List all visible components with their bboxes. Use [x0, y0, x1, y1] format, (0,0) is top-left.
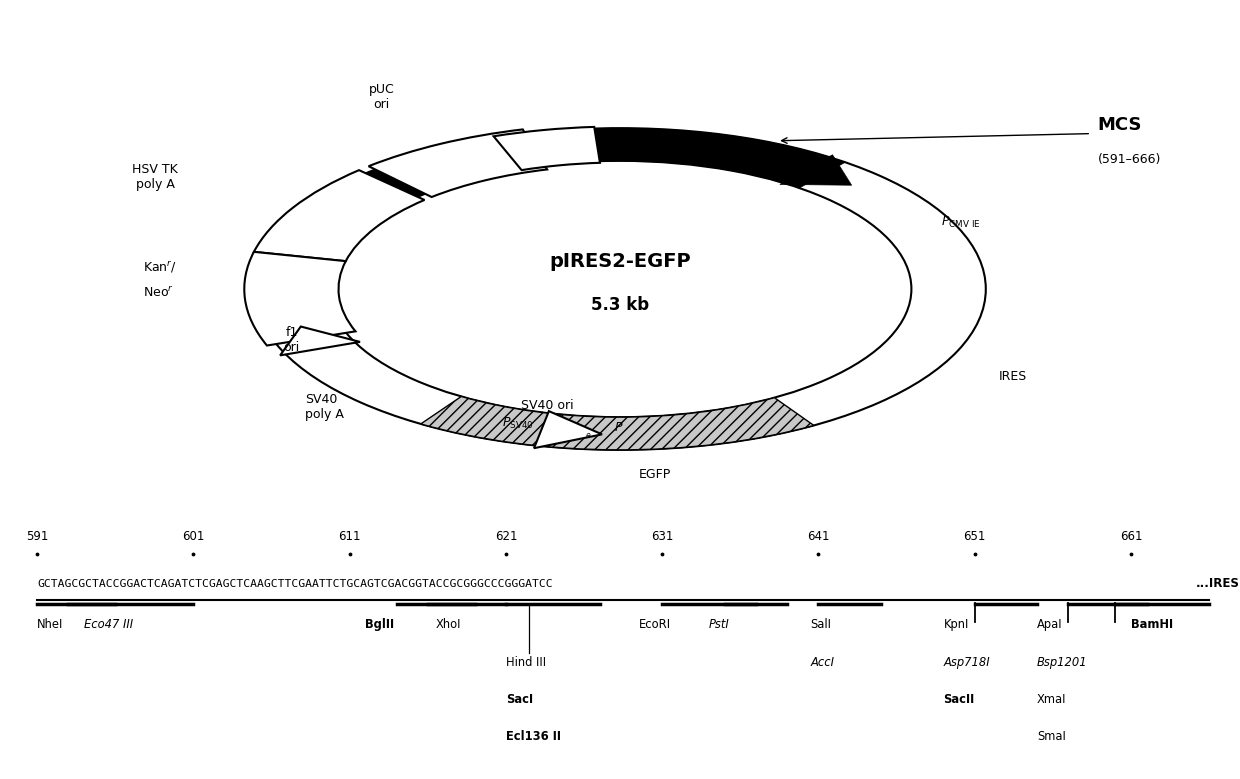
Text: 631: 631: [651, 530, 673, 543]
Text: EGFP: EGFP: [639, 468, 671, 481]
Wedge shape: [272, 138, 521, 249]
Wedge shape: [494, 127, 600, 170]
Text: $P_{\rm CMV\ IE}$: $P_{\rm CMV\ IE}$: [941, 215, 981, 231]
Text: $_{e}$: $_{e}$: [585, 431, 591, 441]
Text: ApaI: ApaI: [1037, 619, 1063, 631]
Text: 661: 661: [1120, 530, 1142, 543]
Text: 601: 601: [182, 530, 205, 543]
Text: ...IRES: ...IRES: [1195, 577, 1240, 590]
Text: 641: 641: [807, 530, 830, 543]
Text: SV40
poly A: SV40 poly A: [305, 393, 343, 421]
Text: f1
ori: f1 ori: [283, 326, 300, 354]
Text: IRES: IRES: [998, 369, 1027, 382]
Wedge shape: [420, 397, 813, 449]
Text: Neo$^r$: Neo$^r$: [143, 285, 174, 300]
Text: BglII: BglII: [366, 619, 394, 631]
Text: 621: 621: [495, 530, 517, 543]
Wedge shape: [254, 129, 986, 450]
Wedge shape: [244, 252, 356, 346]
Text: (591–666): (591–666): [1097, 153, 1161, 166]
Text: XhoI: XhoI: [435, 619, 461, 631]
Text: 591: 591: [26, 530, 48, 543]
Text: MCS: MCS: [1097, 115, 1142, 134]
Text: SV40 ori: SV40 ori: [521, 399, 573, 411]
Text: SacI: SacI: [506, 693, 533, 706]
Text: pUC
ori: pUC ori: [368, 83, 394, 111]
Text: NheI: NheI: [37, 619, 63, 631]
Text: XmaI: XmaI: [1037, 693, 1066, 706]
Text: $P_{\rm SV40}$: $P_{\rm SV40}$: [502, 416, 534, 431]
Text: Asp718I: Asp718I: [944, 656, 990, 668]
Text: Hind III: Hind III: [506, 656, 546, 668]
Text: $P$: $P$: [614, 421, 624, 433]
Text: 651: 651: [963, 530, 986, 543]
Text: KpnI: KpnI: [944, 619, 968, 631]
Wedge shape: [254, 170, 424, 261]
Polygon shape: [280, 326, 360, 355]
Text: PstI: PstI: [709, 619, 730, 631]
Text: SmaI: SmaI: [1037, 730, 1066, 743]
Text: Eco47 III: Eco47 III: [84, 619, 133, 631]
Polygon shape: [780, 155, 852, 185]
Wedge shape: [588, 129, 846, 188]
Text: EcoRI: EcoRI: [639, 619, 671, 631]
Text: Kan$^r$/: Kan$^r$/: [143, 260, 176, 276]
Text: Ecl136 II: Ecl136 II: [506, 730, 560, 743]
Text: BamHI: BamHI: [1131, 619, 1173, 631]
Wedge shape: [368, 129, 547, 197]
Text: 611: 611: [339, 530, 361, 543]
Text: AccI: AccI: [811, 656, 835, 668]
Text: SalI: SalI: [811, 619, 832, 631]
Text: pIRES2-EGFP: pIRES2-EGFP: [549, 252, 691, 271]
Text: 5.3 kb: 5.3 kb: [591, 296, 649, 315]
Text: Bsp1201: Bsp1201: [1037, 656, 1087, 668]
Polygon shape: [534, 411, 601, 448]
Text: HSV TK
poly A: HSV TK poly A: [133, 163, 179, 191]
Text: SacII: SacII: [944, 693, 975, 706]
Text: GCTAGCGCTACCGGACTCAGATCTCGAGCTCAAGCTTCGAATTCTGCAGTCGACGGTACCGCGGGCCCGGGATCC: GCTAGCGCTACCGGACTCAGATCTCGAGCTCAAGCTTCGA…: [37, 579, 553, 589]
